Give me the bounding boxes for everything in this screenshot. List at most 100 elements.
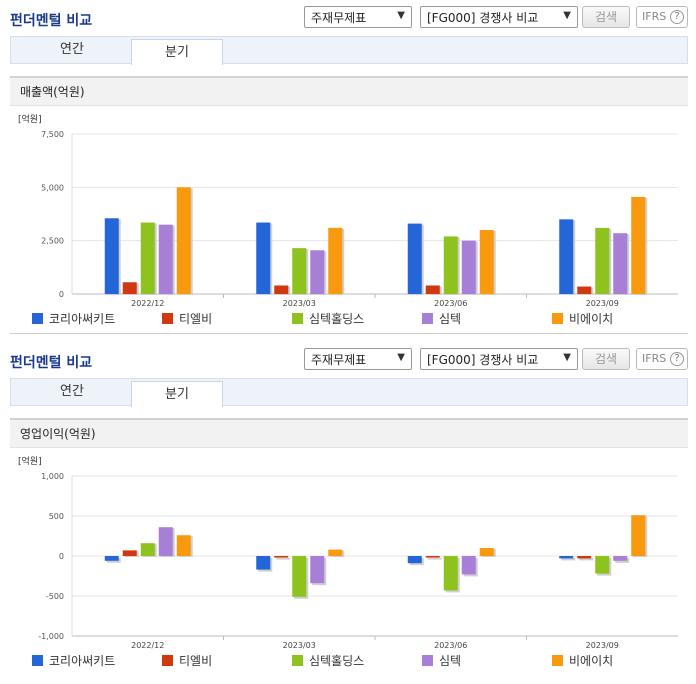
bar[interactable]: [104, 218, 119, 294]
unit-label: [억원]: [18, 455, 42, 467]
bar[interactable]: [158, 224, 173, 294]
bar[interactable]: [292, 556, 307, 597]
legend-label: 코리아써키트: [49, 654, 116, 668]
legend-swatch: [162, 313, 173, 324]
bar[interactable]: [443, 236, 458, 294]
bar[interactable]: [407, 556, 422, 564]
period-tabs: 연간 분기: [10, 36, 688, 65]
legend-label: 티엘비: [179, 312, 213, 326]
section-title: 매출액(억원): [10, 76, 688, 106]
chart-legend: 코리아써키트 티엘비 심텍홀딩스 심텍 비에이치: [10, 310, 688, 332]
bar[interactable]: [256, 556, 271, 570]
panel-title: 펀더멘털 비교: [10, 355, 93, 371]
operating-income-chart: [억원] -1,000 -500 0 500 1,000 2022/12 2023/03 202…: [18, 455, 678, 650]
tab-annual[interactable]: 연간: [60, 42, 84, 57]
sales-chart: [억원] 0 2,500 5,000 7,500 2022/12 2023/03 2023/0…: [18, 113, 678, 308]
help-icon: ?: [670, 10, 684, 24]
bar[interactable]: [176, 187, 191, 294]
legend-item[interactable]: 티엘비: [162, 652, 212, 669]
bar[interactable]: [122, 550, 137, 556]
chevron-down-icon: ▼: [397, 352, 405, 363]
bar[interactable]: [140, 222, 155, 294]
bar[interactable]: [577, 556, 592, 559]
tab-quarterly[interactable]: 분기: [131, 381, 223, 407]
bar[interactable]: [104, 556, 119, 561]
bar[interactable]: [613, 556, 628, 561]
compare-select[interactable]: [FG000] 경쟁사 비교 ▼: [420, 6, 578, 28]
bar[interactable]: [461, 240, 476, 294]
y-tick-label: 7,500: [41, 130, 64, 139]
x-tick-label: 2023/09: [586, 299, 619, 308]
x-tick-label: 2023/09: [586, 641, 619, 650]
y-tick-label: 0: [59, 552, 64, 561]
bar[interactable]: [559, 556, 574, 559]
x-tick-label: 2022/12: [131, 299, 164, 308]
bar[interactable]: [559, 219, 574, 294]
panel-header: 펀더멘털 비교 주재무제표 ▼ [FG000] 경쟁사 비교 ▼ 검색 IFRS?: [0, 342, 696, 376]
legend-item[interactable]: 비에이치: [552, 310, 613, 327]
statement-select[interactable]: 주재무제표 ▼: [304, 6, 412, 28]
bar[interactable]: [122, 282, 137, 294]
chart-legend: 코리아써키트 티엘비 심텍홀딩스 심텍 비에이치: [10, 652, 688, 674]
bar[interactable]: [425, 285, 440, 294]
legend-label: 비에이치: [569, 312, 614, 326]
period-tabs: 연간 분기: [10, 378, 688, 407]
ifrs-help-button[interactable]: IFRS?: [636, 6, 688, 28]
legend-swatch: [32, 655, 43, 666]
bar[interactable]: [292, 248, 307, 294]
bar[interactable]: [595, 556, 610, 574]
bar[interactable]: [613, 233, 628, 294]
legend-item[interactable]: 심텍홀딩스: [292, 310, 364, 327]
compare-select[interactable]: [FG000] 경쟁사 비교 ▼: [420, 348, 578, 370]
ifrs-help-button[interactable]: IFRS?: [636, 348, 688, 370]
bar[interactable]: [443, 556, 458, 591]
bar[interactable]: [631, 515, 646, 556]
bar[interactable]: [274, 556, 289, 558]
legend-item[interactable]: 심텍: [422, 310, 461, 327]
y-tick-label: 0: [59, 290, 64, 299]
legend-swatch: [422, 655, 433, 666]
bar-shadow: [579, 558, 594, 561]
legend-item[interactable]: 코리아써키트: [32, 310, 115, 327]
legend-label: 심텍홀딩스: [309, 654, 365, 668]
legend-item[interactable]: 심텍홀딩스: [292, 652, 364, 669]
tab-quarterly[interactable]: 분기: [131, 39, 223, 65]
bar[interactable]: [479, 548, 494, 556]
statement-select[interactable]: 주재무제표 ▼: [304, 348, 412, 370]
bar[interactable]: [425, 556, 440, 558]
bar[interactable]: [577, 286, 592, 294]
legend-item[interactable]: 코리아써키트: [32, 652, 115, 669]
bar[interactable]: [310, 556, 325, 584]
y-tick-label: 5,000: [41, 183, 64, 192]
legend-item[interactable]: 심텍: [422, 652, 461, 669]
bar[interactable]: [158, 527, 173, 556]
chevron-down-icon: ▼: [563, 352, 571, 363]
unit-label: [억원]: [18, 113, 42, 125]
bar-shadow: [276, 558, 291, 560]
search-button[interactable]: 검색: [582, 348, 630, 370]
bar[interactable]: [256, 222, 271, 294]
bar[interactable]: [461, 556, 476, 575]
y-tick-label: -1,000: [38, 632, 64, 641]
bar[interactable]: [176, 535, 191, 556]
x-tick-label: 2023/06: [434, 641, 467, 650]
bar[interactable]: [140, 543, 155, 556]
bar[interactable]: [407, 223, 422, 294]
section-title: 영업이익(억원): [10, 418, 688, 448]
search-button[interactable]: 검색: [582, 6, 630, 28]
bar[interactable]: [310, 250, 325, 294]
legend-item[interactable]: 비에이치: [552, 652, 613, 669]
divider: [10, 333, 688, 334]
x-tick-label: 2023/03: [283, 641, 316, 650]
bar[interactable]: [631, 196, 646, 294]
legend-swatch: [292, 313, 303, 324]
bar[interactable]: [328, 227, 343, 294]
tab-annual[interactable]: 연간: [60, 384, 84, 399]
bar[interactable]: [328, 549, 343, 556]
legend-item[interactable]: 티엘비: [162, 310, 212, 327]
bar[interactable]: [479, 230, 494, 294]
x-tick-label: 2023/06: [434, 299, 467, 308]
bar[interactable]: [274, 285, 289, 294]
legend-label: 심텍: [439, 654, 462, 668]
bar[interactable]: [595, 227, 610, 294]
